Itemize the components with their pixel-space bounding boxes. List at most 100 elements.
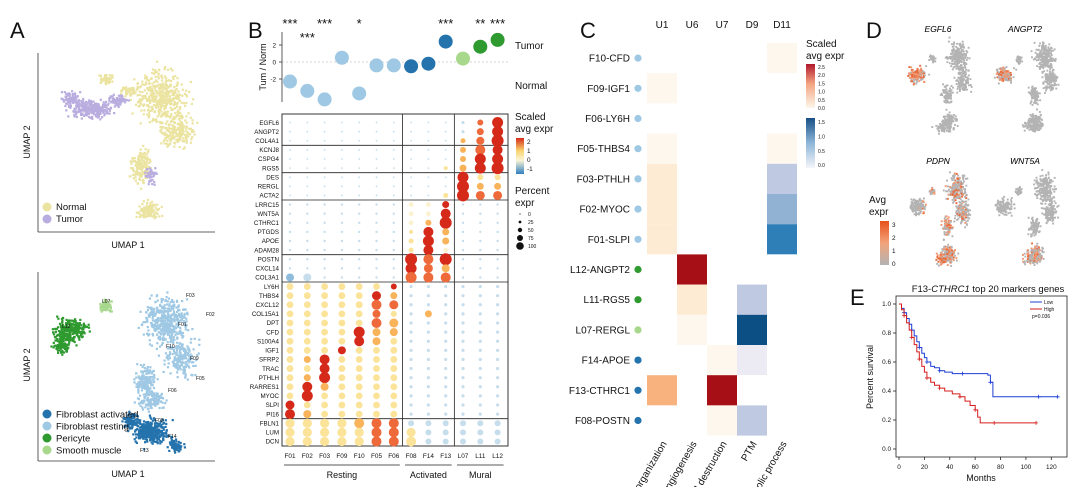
dot-mark: [341, 258, 343, 260]
dot-mark: [442, 264, 450, 272]
dot-mark: [323, 249, 325, 251]
dot-mark: [461, 303, 464, 306]
dot-mark: [287, 356, 294, 363]
dot-mark: [479, 212, 481, 214]
heatmap-row-marker: [634, 296, 641, 303]
dot-mark: [287, 310, 294, 317]
legend-label: Pericyte: [56, 434, 90, 445]
dot-mark: [289, 158, 291, 160]
heatmap-column-header: U7: [716, 20, 729, 31]
dot-mark: [289, 195, 291, 197]
dot-mark: [389, 418, 399, 428]
dot-mark: [496, 212, 498, 214]
dot-mark: [476, 137, 484, 145]
dot-mark: [460, 165, 467, 172]
heatmap-cell: [767, 134, 797, 164]
gene-label: ANGPT2: [254, 129, 279, 136]
dot-mark: [462, 231, 464, 233]
dot-mark: [320, 428, 329, 437]
dot-mark: [461, 294, 464, 297]
dot-mark: [341, 195, 343, 197]
dot-mark: [358, 203, 360, 205]
heatmap-row-marker: [634, 206, 641, 213]
dot-mark: [356, 392, 363, 399]
heatmap-cell: [647, 345, 677, 375]
dot-mark: [393, 231, 395, 233]
dot-plot-column-label: F06: [388, 453, 399, 460]
heatmap-column-header: U1: [656, 20, 669, 31]
umap-cluster-label: F13: [140, 448, 149, 454]
ratio-point: [456, 52, 470, 66]
dot-mark: [390, 338, 397, 345]
dot-mark: [390, 411, 397, 418]
dot-mark: [496, 240, 498, 242]
gene-label: TRAC: [262, 366, 279, 373]
heatmap-cell: [677, 285, 707, 315]
significance-mark: *: [357, 16, 362, 31]
dot-mark: [321, 329, 328, 336]
size-legend-tick: 0: [528, 212, 531, 218]
dot-mark: [304, 320, 311, 327]
gene-label: RARRES1: [250, 384, 280, 391]
b-color-legend-title-1: Scaled: [515, 112, 546, 123]
c-legend-pos-tick: 2.5: [818, 65, 825, 71]
dot-mark: [303, 410, 311, 418]
legend-label: Fibroblast activated: [56, 410, 138, 421]
dot-mark: [375, 222, 377, 224]
umap-cluster-label: F08: [155, 418, 164, 424]
dot-mark: [493, 145, 503, 155]
censor-mark: [1037, 395, 1041, 399]
gene-label: CFD: [266, 329, 279, 336]
dot-mark: [427, 403, 430, 406]
dot-mark: [373, 383, 380, 390]
dot-mark: [391, 284, 397, 290]
dot-mark: [479, 413, 482, 416]
dot-mark: [320, 419, 329, 428]
dot-mark: [479, 394, 482, 397]
gene-label: LY6H: [264, 284, 279, 291]
c-pos-gradient: [806, 64, 815, 108]
heatmap-cell: [737, 194, 767, 224]
dot-mark: [306, 231, 308, 233]
dot-mark: [479, 376, 482, 379]
ratio-point: [370, 58, 384, 72]
dot-mark: [337, 419, 346, 428]
censor-mark: [988, 380, 992, 384]
dot-mark: [390, 356, 397, 363]
gene-label: CSPG4: [258, 156, 280, 163]
dot-mark: [444, 403, 447, 406]
c-legend-pos-tick: 1.5: [818, 81, 825, 87]
ratio-point: [473, 40, 487, 54]
ratio-point: [421, 57, 435, 71]
gene-label: KCNJ8: [259, 147, 279, 154]
dot-mark: [461, 349, 464, 352]
legend-swatch-normal: [43, 203, 52, 212]
dot-mark: [341, 167, 343, 169]
dot-mark: [287, 292, 294, 299]
c-legend-pos-tick: 0.5: [818, 98, 825, 104]
dot-mark: [287, 383, 294, 390]
dot-mark: [324, 149, 326, 151]
dot-mark: [479, 340, 482, 343]
dot-mark: [323, 267, 325, 269]
dot-mark: [289, 122, 291, 124]
dot-mark: [477, 438, 483, 444]
tumor-normal-ratio-plot: Tum / Norm Tumor Normal 20-2************…: [258, 16, 547, 106]
dot-mark: [302, 382, 312, 392]
survival-ytick: 0.0: [882, 446, 891, 453]
dot-mark: [372, 427, 382, 437]
dot-mark: [443, 193, 448, 198]
heatmap-cell: [647, 405, 677, 435]
dot-plot-column-label: L07: [458, 453, 469, 460]
dot-mark: [475, 163, 486, 174]
dot-mark: [428, 149, 430, 151]
dot-mark: [323, 276, 325, 278]
dot-mark: [410, 385, 413, 388]
umap-top-points: [61, 61, 199, 220]
dot-mark: [323, 258, 325, 260]
dot-mark: [444, 394, 447, 397]
dot-mark: [425, 420, 431, 426]
dot-mark: [304, 338, 311, 345]
heatmap-row-label: F09-IGF1: [587, 84, 630, 95]
